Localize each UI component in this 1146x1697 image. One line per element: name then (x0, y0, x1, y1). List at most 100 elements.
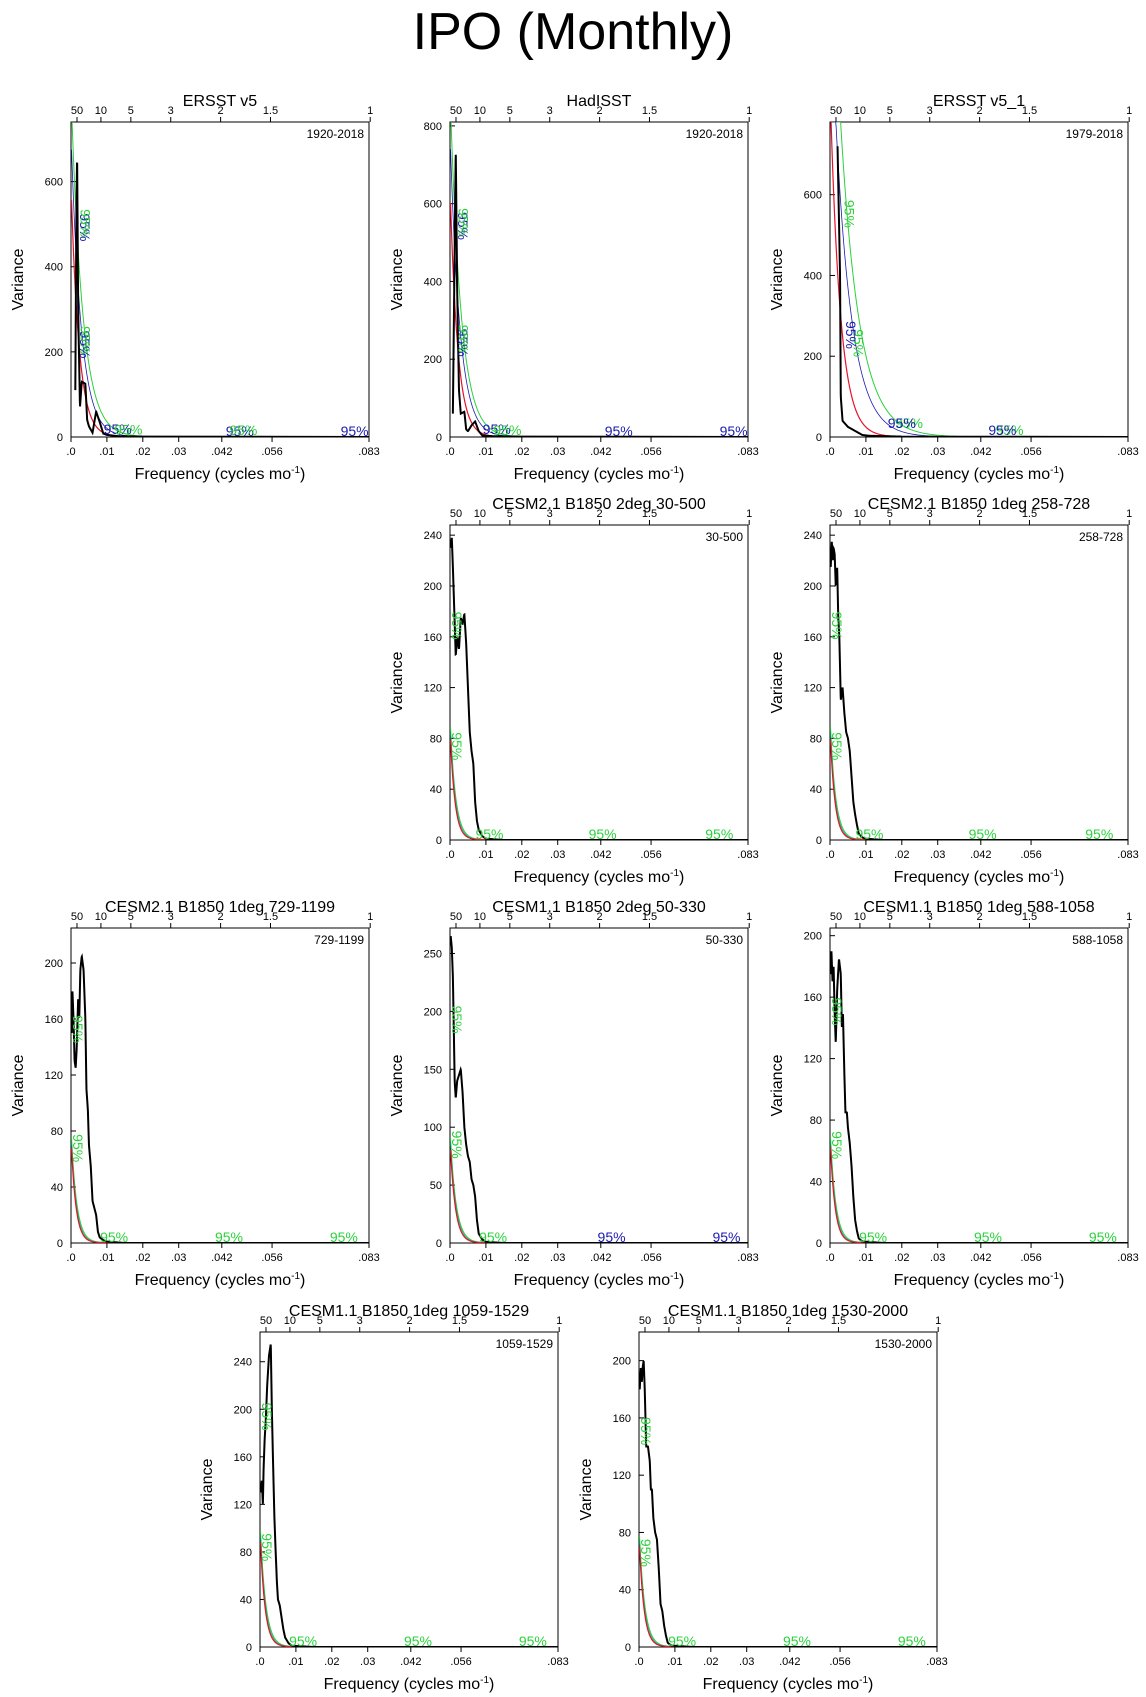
y-tick-label: 240 (234, 1357, 252, 1369)
panel-9: CESM1.1 B1850 1deg 1059-1529 1059-1529 .0.… (199, 1303, 569, 1693)
significance-label: 95% (859, 1229, 887, 1245)
x-tick-label: .03 (360, 1656, 375, 1668)
y-tick-label: 0 (57, 1238, 63, 1250)
x-tick-label: .056 (1020, 1252, 1041, 1264)
x-tick-label: .056 (829, 1656, 850, 1668)
significance-label: 95% (456, 325, 472, 353)
y-tick-label: 200 (613, 1356, 631, 1368)
panel-title: CESM1.1 B1850 1deg 1530-2000 (668, 1303, 908, 1320)
significance-label: 95% (449, 1006, 465, 1034)
panel-period-label: 50-330 (706, 933, 744, 947)
y-tick-label: 200 (45, 347, 63, 359)
period-tick-label: 5 (317, 1315, 323, 1327)
significance-label: 95% (455, 329, 471, 357)
spectrum-line (74, 162, 369, 437)
spectrum-line (260, 1344, 558, 1647)
blue-significance-curve (639, 1541, 937, 1647)
x-tick-label: .01 (858, 1252, 873, 1264)
period-tick-label: 50 (450, 911, 462, 923)
period-tick-label: 50 (71, 105, 83, 117)
significance-label: 95% (449, 732, 465, 760)
x-axis-label-close: ) (1059, 466, 1064, 483)
significance-label: 95% (215, 1229, 243, 1245)
y-tick-label: 100 (424, 1122, 442, 1134)
plot-frame (829, 524, 1129, 841)
period-tick-label: 50 (830, 508, 842, 520)
period-tick-label: 10 (854, 911, 866, 923)
x-axis-label-text: Frequency (cycles mo (324, 1676, 481, 1693)
curves (450, 537, 748, 840)
significance-label: 95% (668, 1633, 696, 1649)
spectrum-line (639, 1360, 937, 1647)
significance-label: 95% (598, 1229, 626, 1245)
y-tick-label: 400 (45, 262, 63, 274)
x-tick-label: .0 (445, 446, 454, 458)
x-tick-label: .03 (739, 1656, 754, 1668)
x-tick-label: .083 (358, 446, 379, 458)
spectrum-line (451, 154, 748, 437)
panel-7: CESM1.1 B1850 2deg 50-330 50-330 .0 .01 .02.… (389, 899, 759, 1289)
y-tick-label: 160 (804, 632, 822, 644)
period-tick-label: 1 (1126, 105, 1132, 117)
significance-label: 95% (841, 200, 857, 228)
x-tick-label: .02 (135, 1252, 150, 1264)
panel-4: CESM2.1 B1850 2deg 30-500 30-500 .0 .01 .02.… (389, 496, 759, 886)
x-tick-label: .083 (1117, 849, 1138, 861)
x-tick-label: .03 (930, 446, 945, 458)
y-tick-label: 80 (430, 733, 442, 745)
x-axis-label-sup: -1 (670, 868, 679, 879)
period-tick-label: 1.5 (1022, 911, 1037, 923)
y-tick-label: 160 (613, 1413, 631, 1425)
period-tick-label: 1 (367, 911, 373, 923)
significance-label: 95% (449, 1131, 465, 1159)
x-tick-label: .056 (261, 446, 282, 458)
x-axis-label-text: Frequency (cycles mo (514, 1272, 671, 1289)
significance-label: 95% (855, 826, 883, 842)
x-tick-label: .03 (171, 446, 186, 458)
significance-label: 95% (705, 826, 733, 842)
significance-label: 95% (519, 1633, 547, 1649)
period-tick-label: 50 (639, 1315, 651, 1327)
curves (450, 122, 748, 437)
y-tick-label: 200 (424, 354, 442, 366)
y-axis-label: Variance (199, 1458, 216, 1520)
y-axis-label: Variance (10, 1054, 27, 1116)
significance-label: 95% (229, 422, 257, 438)
curves (830, 541, 1128, 840)
plot-frame (829, 927, 1129, 1244)
x-tick-label: .056 (640, 446, 661, 458)
plot-frame (638, 1331, 938, 1648)
significance-label: 95% (330, 1229, 358, 1245)
x-axis-label-sup: -1 (859, 1675, 868, 1686)
x-tick-label: .042 (970, 446, 991, 458)
significance-label: 95% (638, 1539, 654, 1567)
x-tick-label: .02 (514, 446, 529, 458)
period-tick-label: 2 (977, 508, 983, 520)
x-axis-label-sup: -1 (670, 465, 679, 476)
x-tick-label: .042 (590, 1252, 611, 1264)
period-tick-label: 3 (168, 105, 174, 117)
y-tick-label: 0 (625, 1642, 631, 1654)
spectrum-line (836, 146, 1128, 437)
significance-label: 95% (988, 422, 1016, 438)
significance-label: 95% (475, 826, 503, 842)
period-tick-label: 5 (696, 1315, 702, 1327)
x-axis-label-close: ) (300, 1272, 305, 1289)
blue-significance-curve (830, 1143, 1128, 1243)
panel-2: HadISST 1920-2018 .0 .01 .02 .03 .042 .056 .083 5… (389, 93, 759, 483)
x-tick-label: .056 (640, 1252, 661, 1264)
x-tick-label: .01 (288, 1656, 303, 1668)
spectrum-line (830, 541, 1128, 840)
period-tick-label: 2 (407, 1315, 413, 1327)
significance-label: 95% (605, 423, 633, 439)
x-axis-label-text: Frequency (cycles mo (135, 466, 292, 483)
significance-label: 95% (589, 826, 617, 842)
x-tick-label: .056 (1020, 849, 1041, 861)
period-tick-label: 3 (736, 1315, 742, 1327)
y-axis-label: Variance (389, 1054, 406, 1116)
period-tick-label: 2 (597, 508, 603, 520)
panel-period-label: 258-728 (1079, 530, 1123, 544)
significance-label: 95% (829, 732, 845, 760)
x-axis-label-sup: -1 (291, 465, 300, 476)
y-tick-label: 200 (804, 931, 822, 943)
